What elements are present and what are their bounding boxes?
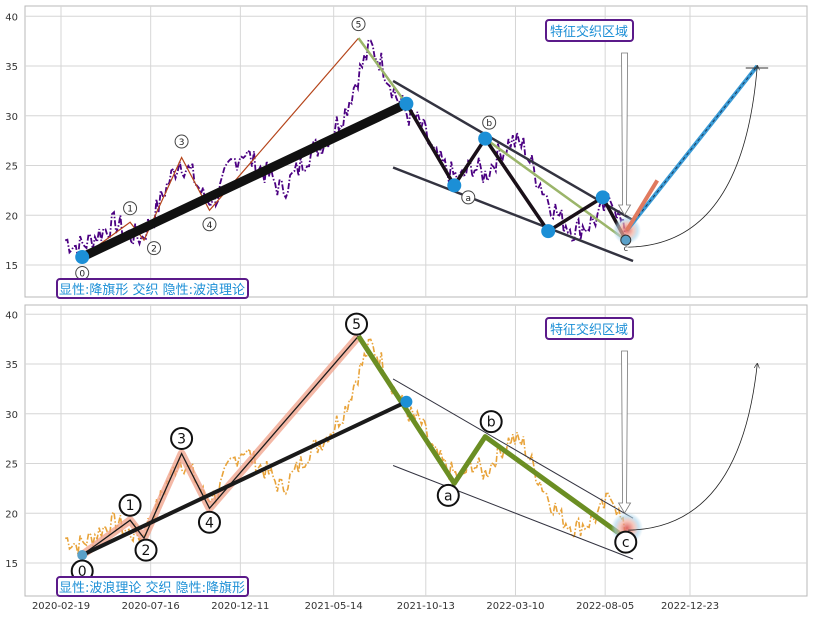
pattern-point-marker <box>541 224 556 239</box>
y-tick-label: 40 <box>5 310 18 321</box>
wave-label-text: c <box>622 535 630 551</box>
top-annotation-label: 显性:降旗形 交织 隐性:波浪理论 <box>59 282 245 298</box>
y-tick-label: 20 <box>5 509 18 520</box>
flag-pattern-line <box>404 102 628 241</box>
channel-lower-line <box>392 465 634 560</box>
flagpole-line <box>77 99 411 262</box>
wave-label-marker <box>351 17 366 32</box>
y-tick-label: 40 <box>5 12 18 23</box>
wave-label-text: 2 <box>151 245 157 255</box>
wave-label-text: 5 <box>356 21 362 31</box>
top-panel: 15 20 25 30 35 40 0 1 2 3 4 5 a b c 显性:降旗形 交织 隐性:波浪理论… <box>5 5 808 299</box>
x-tick-label: 2022-03-10 <box>486 601 544 612</box>
wave-label-marker <box>197 510 221 534</box>
wave-label-text: 2 <box>142 543 151 559</box>
y-tick-label: 35 <box>5 62 18 73</box>
wave-label-text: 1 <box>126 498 135 514</box>
price-series-line <box>65 338 626 555</box>
wave-label-marker <box>170 427 194 451</box>
pattern-point-marker <box>595 190 610 205</box>
top-plot-content: 0 1 2 3 4 5 a b c <box>64 17 769 281</box>
wave-label-text: a <box>444 488 453 504</box>
wave-label-marker <box>482 115 497 130</box>
x-tick-label: 2022-08-05 <box>576 601 634 612</box>
x-tick-labels: 2020-02-19 2020-07-16 2020-12-11 2021-05-14… <box>32 601 719 612</box>
y-tick-label: 15 <box>5 261 18 272</box>
pattern-point-marker <box>399 96 414 111</box>
top-region-label: 特征交织区域 <box>550 24 628 40</box>
wave-label-marker <box>614 530 638 554</box>
region-pointer-arrow <box>617 350 632 514</box>
bottom-annotation-label: 显性:波浪理论 交织 隐性:降旗形 <box>59 580 245 596</box>
pattern-point-marker <box>400 395 413 408</box>
channel-upper-line <box>392 378 634 519</box>
wave-label-text: 0 <box>79 270 85 280</box>
channel-upper-line <box>392 79 634 222</box>
forecast-line-dash <box>626 65 758 231</box>
price-series-line <box>64 38 627 259</box>
bottom-region-label: 特征交织区域 <box>550 322 628 338</box>
pattern-point-marker <box>478 131 493 146</box>
y-tick-label: 20 <box>5 211 18 222</box>
wave-label-marker <box>123 201 138 216</box>
y-tick-label: 25 <box>5 460 18 471</box>
wave-label-marker <box>461 190 476 205</box>
wave-label-text: a <box>466 194 472 204</box>
top-y-tick-labels: 15 20 25 30 35 40 <box>5 12 18 272</box>
corrective-wave-line <box>356 334 628 541</box>
forecast-curve-arrow <box>628 364 757 531</box>
y-tick-label: 25 <box>5 162 18 173</box>
wave-label-marker <box>147 241 162 256</box>
x-tick-label: 2022-12-23 <box>661 601 719 612</box>
wave-label-text: 0 <box>78 564 87 580</box>
flagpole-line <box>81 400 408 557</box>
bottom-plot-content: 0 1 2 3 4 5 a b c <box>65 312 757 583</box>
wave-label-marker <box>134 538 158 562</box>
wave-label-marker <box>118 493 142 517</box>
x-tick-label: 2020-12-11 <box>211 601 269 612</box>
end-point-marker <box>620 234 632 246</box>
wave-label-text: b <box>487 415 496 431</box>
x-tick-label: 2021-10-13 <box>397 601 455 612</box>
wave-label-text: 5 <box>352 317 361 333</box>
wave-label-marker <box>345 312 369 336</box>
wave-label-text: 1 <box>127 205 133 215</box>
pattern-point-marker <box>75 250 90 265</box>
x-tick-label: 2020-02-19 <box>32 601 90 612</box>
x-tick-label: 2020-07-16 <box>122 601 180 612</box>
wave-label-text: 3 <box>179 138 185 148</box>
y-tick-label: 30 <box>5 410 18 421</box>
bottom-y-tick-labels: 15 20 25 30 35 40 <box>5 310 18 570</box>
forecast-line-start <box>625 179 659 232</box>
wave-label-text: 4 <box>207 221 213 231</box>
bottom-annotation-box: 显性:波浪理论 交织 隐性:降旗形 <box>56 576 249 597</box>
top-annotation-box: 显性:降旗形 交织 隐性:波浪理论 <box>56 278 249 299</box>
pattern-point-marker <box>77 550 88 561</box>
wave-label-text: c <box>624 244 628 253</box>
y-tick-label: 35 <box>5 360 18 371</box>
impulse-wave-line <box>81 335 359 556</box>
x-tick-label: 2021-05-14 <box>305 601 363 612</box>
wave-label-marker <box>436 483 460 507</box>
wave-label-marker <box>174 134 189 149</box>
top-region-box: 特征交织区域 <box>545 19 634 42</box>
forecast-curve-arrow <box>628 66 757 248</box>
y-tick-label: 15 <box>5 559 18 570</box>
bottom-panel: 15 20 25 30 35 40 0 1 2 3 4 5 a b c 显性:波浪理论 交织 隐性:降旗形… <box>5 304 808 612</box>
wave-label-marker <box>479 410 503 434</box>
wave-label-text: 4 <box>205 515 214 531</box>
pattern-point-marker <box>447 178 462 193</box>
y-tick-label: 30 <box>5 112 18 123</box>
wave-label-text: b <box>486 119 492 129</box>
channel-lower-line <box>392 166 634 263</box>
wave-label-marker <box>202 217 217 232</box>
wave-label-text: 3 <box>177 432 186 448</box>
bottom-region-box: 特征交织区域 <box>545 317 634 340</box>
region-pointer-arrow <box>617 52 632 216</box>
